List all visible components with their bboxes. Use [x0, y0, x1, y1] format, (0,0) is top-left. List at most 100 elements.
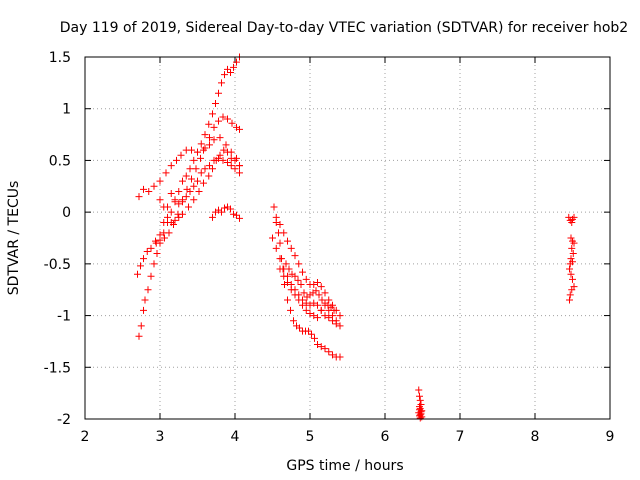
data-point: [218, 208, 225, 216]
data-point: [336, 312, 344, 320]
data-point: [327, 303, 335, 311]
series-6: [270, 203, 344, 361]
data-point: [224, 65, 231, 73]
series-4: [156, 146, 243, 226]
data-point: [201, 165, 209, 173]
data-point: [302, 275, 310, 283]
data-point: [336, 322, 344, 330]
data-point: [156, 231, 164, 239]
data-point: [415, 386, 423, 394]
data-point: [135, 332, 143, 340]
y-axis-label: SDTVAR / TECUs: [6, 181, 22, 296]
data-point: [287, 244, 295, 252]
data-point: [314, 341, 321, 349]
data-point: [147, 244, 155, 252]
data-point: [218, 79, 225, 87]
data-point: [568, 218, 576, 226]
data-point: [219, 113, 227, 121]
data-point: [416, 392, 423, 400]
series-5: [209, 203, 243, 222]
data-point: [141, 296, 149, 304]
data-point: [179, 177, 186, 185]
axis-ticks: 2 3 4 5 6 7 8 9 -2 -1.5 -1 -0.5 0 0.5 1 1.5: [44, 50, 615, 445]
data-point: [236, 125, 243, 133]
data-point: [144, 286, 152, 294]
data-point: [167, 162, 175, 170]
data-point: [221, 71, 228, 79]
data-point: [300, 289, 308, 297]
data-point: [285, 265, 293, 273]
data-point: [317, 343, 325, 351]
data-point: [215, 117, 222, 125]
data-point: [314, 301, 321, 309]
data-point: [280, 272, 288, 280]
data-point: [147, 272, 155, 280]
data-point: [569, 275, 576, 283]
data-point: [209, 165, 216, 173]
data-point: [336, 353, 344, 361]
data-point: [314, 278, 321, 286]
data-point: [416, 396, 424, 404]
data-point: [315, 291, 323, 299]
chart-title: Day 119 of 2019, Sidereal Day-to-day VTE…: [60, 20, 628, 36]
data-point: [160, 218, 168, 226]
data-point: [143, 247, 151, 255]
data-point: [294, 276, 302, 284]
series-10: [282, 260, 338, 314]
data-point: [310, 299, 318, 307]
y-tick-label: -2: [57, 412, 71, 428]
data-point: [291, 252, 299, 260]
data-point: [567, 270, 575, 278]
series-1: [134, 113, 243, 278]
data-point: [276, 221, 284, 229]
series-11: [415, 386, 426, 422]
y-tick-label: -0.5: [44, 257, 71, 273]
data-point: [197, 169, 205, 177]
data-point: [325, 314, 333, 322]
x-tick-label: 4: [231, 429, 240, 445]
data-point: [227, 154, 235, 162]
data-point: [318, 296, 326, 304]
data-point: [177, 151, 185, 159]
data-point: [325, 296, 333, 304]
data-point: [287, 286, 295, 294]
x-axis-label: GPS time / hours: [286, 458, 403, 474]
data-point: [284, 237, 291, 245]
data-point: [194, 177, 201, 185]
data-point: [161, 234, 168, 242]
data-point: [314, 314, 321, 322]
data-point: [566, 296, 573, 304]
data-point: [140, 255, 147, 263]
data-point: [182, 172, 190, 180]
y-tick-label: -1: [57, 309, 71, 325]
data-point: [231, 156, 239, 164]
data-point: [205, 172, 213, 180]
data-point: [282, 260, 290, 268]
data-point: [270, 203, 278, 211]
data-point: [197, 154, 204, 162]
data-point: [156, 196, 164, 204]
data-point: [227, 205, 234, 213]
data-point: [165, 229, 173, 237]
x-tick-label: 2: [81, 429, 90, 445]
data-point: [137, 262, 144, 270]
data-point: [209, 110, 216, 118]
data-point: [212, 100, 219, 108]
series-0: [135, 53, 243, 340]
data-point: [291, 272, 299, 280]
data-point: [284, 278, 291, 286]
data-point: [236, 169, 243, 177]
data-point: [291, 291, 299, 299]
x-tick-label: 5: [306, 429, 315, 445]
data-point: [160, 203, 168, 211]
data-point: [306, 301, 314, 309]
data-point: [305, 327, 312, 335]
data-point: [135, 193, 143, 201]
data-point: [190, 182, 198, 190]
data-point: [566, 265, 573, 273]
data-point: [171, 196, 179, 204]
data-point: [171, 216, 179, 224]
data-point: [156, 177, 164, 185]
data-point: [236, 214, 243, 222]
data-point: [230, 210, 237, 218]
